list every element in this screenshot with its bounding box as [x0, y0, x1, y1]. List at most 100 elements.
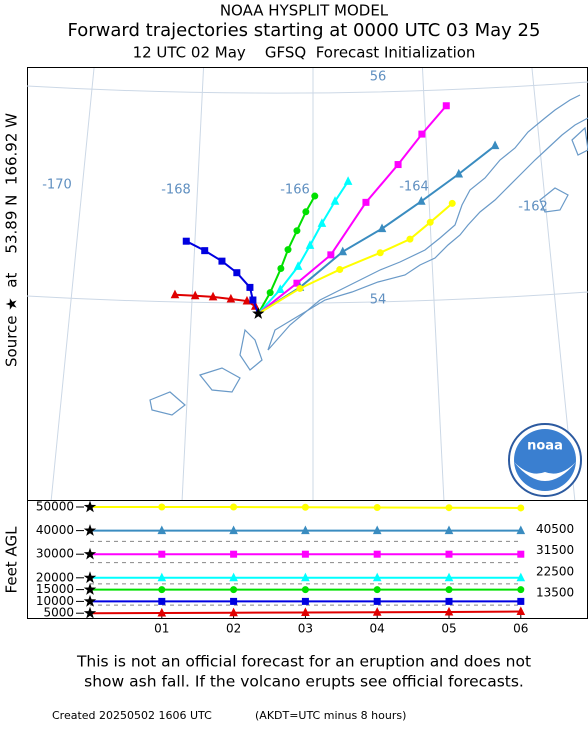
trajectory-point	[311, 192, 319, 200]
source-label: Source ★ at 53.89 N 166.92 W	[3, 113, 21, 367]
meridian	[50, 67, 95, 501]
height-point	[517, 586, 525, 594]
trajectory-point	[305, 240, 315, 249]
trajectory-point	[362, 198, 370, 206]
y-tick-label: 10000	[36, 594, 74, 608]
trajectory-point	[394, 161, 402, 169]
init-line: 12 UTC 02 May GFSQ Forecast Initializati…	[133, 44, 476, 62]
height-point	[301, 525, 310, 535]
trajectory-point	[327, 251, 335, 259]
height-point	[158, 586, 166, 594]
created: Created 20250502 1606 UTC	[52, 709, 212, 722]
trajectory-point	[317, 218, 327, 227]
height-point	[157, 572, 167, 582]
y-axis-label: Feet AGL	[3, 526, 21, 594]
y-tick-label: 30000	[36, 547, 74, 561]
trajectory-point	[302, 208, 310, 216]
trajectory-point	[336, 266, 344, 274]
source-star	[83, 571, 97, 584]
height-point	[230, 586, 238, 594]
trajectory-point	[418, 130, 426, 138]
height-point	[301, 586, 309, 594]
height-point	[372, 525, 382, 535]
lon-label: -164	[399, 180, 429, 195]
trajectory-point	[246, 283, 254, 291]
trajectory-point	[343, 176, 353, 185]
height-point	[516, 525, 526, 535]
frame	[27, 67, 588, 619]
source-star	[83, 594, 97, 607]
height-point	[445, 550, 453, 558]
title: NOAA HYSPLIT MODEL	[220, 2, 389, 20]
height-point	[444, 606, 454, 616]
height-point	[373, 550, 381, 558]
parallel	[26, 81, 588, 94]
height-point	[230, 503, 238, 511]
y-tick-label: 50000	[36, 500, 74, 514]
y2-tick-label: 40500	[536, 522, 574, 536]
height-point	[445, 586, 453, 594]
height-point	[372, 607, 382, 616]
logo-text: noaa	[527, 439, 563, 454]
trajectory-point	[277, 265, 285, 272]
lon-label: -162	[518, 200, 548, 215]
height-point	[373, 586, 381, 594]
height-point	[301, 597, 309, 605]
source-star	[83, 500, 97, 513]
height-point	[516, 572, 526, 582]
y2-tick-label: 13500	[536, 586, 574, 600]
trajectory-point	[338, 246, 348, 256]
trajectory-point	[426, 218, 434, 226]
lon-label: -170	[42, 178, 72, 193]
x-tick-label: 01	[154, 622, 169, 636]
source-star	[83, 524, 97, 536]
footer-line1: This is not an official forecast for an …	[76, 653, 531, 671]
footer-line2: show ash fall. If the volcano erupts see…	[84, 673, 524, 691]
lon-label: -168	[161, 183, 191, 198]
meridian	[181, 67, 205, 501]
height-point	[373, 597, 381, 605]
meridian	[421, 67, 445, 501]
lat-label: 56	[370, 70, 387, 85]
height-point	[372, 572, 382, 582]
lon-label: -166	[280, 183, 310, 198]
trajectory-point	[296, 284, 304, 292]
trajectory-point	[218, 257, 226, 265]
trajectory-point	[233, 269, 241, 277]
height-point	[157, 607, 167, 617]
height-point	[444, 525, 454, 535]
y-tick-label: 40000	[36, 523, 74, 537]
trajectory-point	[190, 290, 200, 300]
height-point	[230, 597, 238, 605]
height-point	[517, 550, 525, 558]
trajectory-point	[275, 284, 285, 293]
x-tick-label: 03	[298, 622, 313, 636]
trajectory-point	[208, 291, 218, 301]
trajectory-point	[182, 237, 190, 245]
height-point	[157, 525, 167, 535]
height-point	[301, 503, 309, 511]
trajectory-point	[170, 289, 180, 299]
trajectory-point	[293, 227, 301, 235]
height-point	[445, 597, 453, 605]
trajectory-point	[266, 289, 274, 297]
timezone-note: (AKDT=UTC minus 8 hours)	[255, 709, 406, 722]
height-point	[301, 572, 310, 582]
height-point	[373, 503, 381, 511]
trajectory-point	[284, 246, 292, 254]
trajectory-point	[490, 140, 500, 150]
trajectory-point	[448, 199, 456, 207]
trajectory-point	[201, 247, 209, 255]
source-star	[252, 307, 265, 319]
source-star	[83, 547, 97, 560]
trajectory-point	[249, 296, 257, 304]
height-point	[517, 504, 525, 512]
height-point	[229, 525, 238, 535]
height-point	[230, 550, 238, 558]
height-point	[229, 607, 238, 617]
trajectory-point	[454, 168, 464, 178]
trajectory-point	[377, 223, 387, 233]
height-point	[445, 504, 453, 512]
trajectory-point	[293, 261, 303, 270]
trajectory-point	[416, 196, 426, 205]
